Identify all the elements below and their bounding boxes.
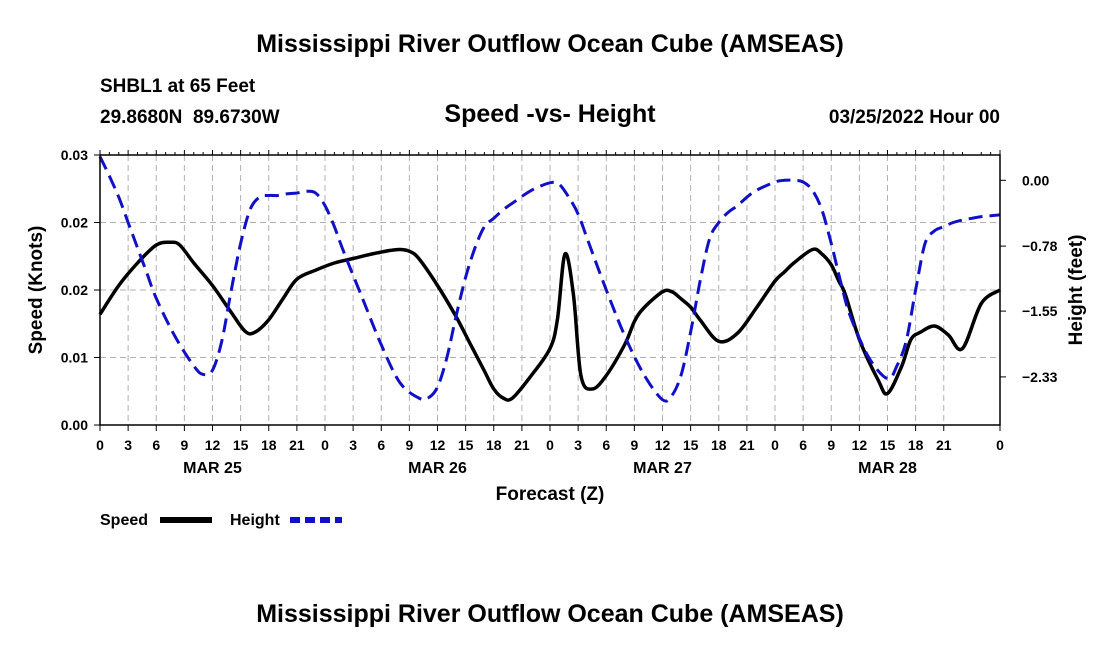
y-left-tick-label: 0.02: [61, 215, 88, 231]
date-label: MAR 25: [183, 460, 242, 477]
forecast-datetime: 03/25/2022 Hour 00: [828, 107, 1000, 128]
x-tick-label: 12: [655, 437, 671, 453]
coordinates-label: 29.8680N 89.6730W: [100, 107, 280, 128]
y-left-tick-label: 0.03: [61, 147, 88, 163]
axis-labels: Forecast (Z) Speed (Knots) Height (feet): [26, 226, 1087, 505]
x-tick-label: 0: [96, 437, 104, 453]
y-right-tick-label: 0.00: [1022, 172, 1049, 188]
y-right-tick-label: −2.33: [1022, 369, 1058, 385]
height-series-line: [98, 156, 1001, 403]
x-tick-label: 18: [486, 437, 502, 453]
x-tick-label: 15: [233, 437, 249, 453]
grid: [100, 155, 1000, 425]
x-tick-label: 9: [405, 437, 413, 453]
x-tick-label: 18: [711, 437, 727, 453]
x-tick-label: 6: [377, 437, 385, 453]
y-axis-right-label: Height (feet): [1066, 235, 1087, 346]
speed-height-chart: 0 3 6 9 12 15 18 21 0 3 6 9 12 15 18 21 0 3 6 9 12 15 18 21 0 6 9 1…: [26, 147, 1087, 529]
station-label: SHBL1 at 65 Feet: [100, 76, 256, 97]
x-tick-label: 0: [321, 437, 329, 453]
y-left-tick-label: 0.01: [61, 350, 88, 366]
legend-height-label: Height: [230, 512, 280, 529]
x-tick-label: 15: [458, 437, 474, 453]
x-tick-label: 21: [936, 437, 952, 453]
axes-layer: 0 3 6 9 12 15 18 21 0 3 6 9 12 15 18 21 0 3 6 9 12 15 18 21 0 6 9 1…: [61, 147, 1058, 477]
x-tick-label: 15: [880, 437, 896, 453]
y-right-tick-label: −1.55: [1022, 303, 1058, 319]
x-tick-label: 3: [349, 437, 357, 453]
date-label: MAR 26: [408, 460, 467, 477]
x-tick-label: 18: [261, 437, 277, 453]
y-axis-left-label: Speed (Knots): [26, 226, 47, 355]
series-layer: [98, 156, 1002, 403]
legend-speed-label: Speed: [100, 512, 148, 529]
x-tick-label: 12: [205, 437, 221, 453]
x-tick-label: 6: [152, 437, 160, 453]
y-right-tick-label: −0.78: [1022, 238, 1058, 254]
x-tick-label: 9: [180, 437, 188, 453]
x-tick-label: 3: [574, 437, 582, 453]
x-tick-label: 12: [852, 437, 868, 453]
x-tick-label: 18: [908, 437, 924, 453]
x-tick-label: 0: [771, 437, 779, 453]
chart-title: Speed -vs- Height: [444, 100, 656, 128]
page-title: Mississippi River Outflow Ocean Cube (AM…: [256, 30, 844, 58]
x-tick-label: 3: [124, 437, 132, 453]
x-tick-label: 0: [996, 437, 1004, 453]
x-tick-label: 12: [430, 437, 446, 453]
y-left-tick-label: 0.00: [61, 417, 88, 433]
x-tick-label: 6: [799, 437, 807, 453]
x-tick-label: 21: [514, 437, 530, 453]
date-label: MAR 27: [633, 460, 692, 477]
x-tick-label: 0: [546, 437, 554, 453]
x-tick-label: 6: [602, 437, 610, 453]
x-tick-label: 9: [630, 437, 638, 453]
page-title-repeat: Mississippi River Outflow Ocean Cube (AM…: [256, 600, 844, 628]
date-label: MAR 28: [858, 460, 917, 477]
legend: Speed Height: [100, 512, 342, 529]
x-tick-label: 21: [739, 437, 755, 453]
x-tick-label: 15: [683, 437, 699, 453]
x-tick-label: 9: [827, 437, 835, 453]
x-axis-label: Forecast (Z): [496, 484, 605, 505]
x-tick-label: 21: [289, 437, 305, 453]
y-left-tick-label: 0.02: [61, 282, 88, 298]
